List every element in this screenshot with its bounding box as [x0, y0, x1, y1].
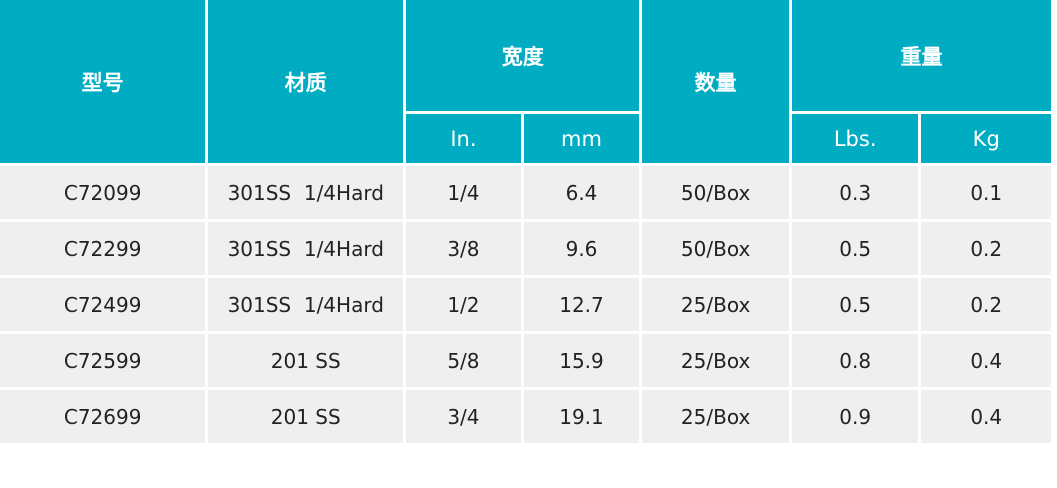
header-quantity: 数量: [642, 0, 789, 163]
cell-weight-lbs: 0.3: [791, 166, 919, 219]
spec-table: 型号 材质 宽度 数量 重量 In. mm Lbs. Kg C72099 301S…: [0, 0, 1051, 443]
cell-width-in: 1/2: [406, 278, 521, 331]
cell-material: 301SS 1/4Hard: [208, 166, 404, 219]
table-row: C72499 301SS 1/4Hard 1/2 12.7 25/Box 0.5 0.2: [0, 278, 1051, 331]
cell-width-mm: 19.1: [523, 390, 640, 443]
table-row: C72699 201 SS 3/4 19.1 25/Box 0.9 0.4: [0, 390, 1051, 443]
header-width-mm: mm: [523, 114, 640, 163]
header-weight: 重量: [791, 0, 1051, 111]
cell-quantity: 25/Box: [642, 390, 789, 443]
cell-quantity: 50/Box: [642, 166, 789, 219]
cell-weight-lbs: 0.9: [791, 390, 919, 443]
cell-weight-lbs: 0.8: [791, 334, 919, 387]
cell-weight-kg: 0.4: [921, 334, 1051, 387]
cell-model: C72099: [0, 166, 206, 219]
table-row: C72299 301SS 1/4Hard 3/8 9.6 50/Box 0.5 0.2: [0, 222, 1051, 275]
header-weight-lbs: Lbs.: [791, 114, 919, 163]
cell-width-in: 3/4: [406, 390, 521, 443]
cell-model: C72599: [0, 334, 206, 387]
table-row: C72099 301SS 1/4Hard 1/4 6.4 50/Box 0.3 0.1: [0, 166, 1051, 219]
cell-model: C72299: [0, 222, 206, 275]
cell-width-mm: 6.4: [523, 166, 640, 219]
cell-weight-kg: 0.4: [921, 390, 1051, 443]
header-weight-kg: Kg: [921, 114, 1051, 163]
header-model: 型号: [0, 0, 206, 163]
cell-material: 201 SS: [208, 334, 404, 387]
cell-weight-lbs: 0.5: [791, 278, 919, 331]
cell-width-mm: 15.9: [523, 334, 640, 387]
cell-material: 201 SS: [208, 390, 404, 443]
cell-material: 301SS 1/4Hard: [208, 278, 404, 331]
cell-quantity: 25/Box: [642, 334, 789, 387]
cell-quantity: 50/Box: [642, 222, 789, 275]
header-width: 宽度: [406, 0, 640, 111]
cell-width-in: 5/8: [406, 334, 521, 387]
cell-weight-kg: 0.1: [921, 166, 1051, 219]
cell-model: C72499: [0, 278, 206, 331]
cell-quantity: 25/Box: [642, 278, 789, 331]
header-material: 材质: [208, 0, 404, 163]
cell-width-mm: 9.6: [523, 222, 640, 275]
cell-width-in: 1/4: [406, 166, 521, 219]
cell-model: C72699: [0, 390, 206, 443]
table-row: C72599 201 SS 5/8 15.9 25/Box 0.8 0.4: [0, 334, 1051, 387]
cell-weight-kg: 0.2: [921, 278, 1051, 331]
cell-material: 301SS 1/4Hard: [208, 222, 404, 275]
cell-width-mm: 12.7: [523, 278, 640, 331]
cell-width-in: 3/8: [406, 222, 521, 275]
cell-weight-lbs: 0.5: [791, 222, 919, 275]
header-width-in: In.: [406, 114, 521, 163]
cell-weight-kg: 0.2: [921, 222, 1051, 275]
